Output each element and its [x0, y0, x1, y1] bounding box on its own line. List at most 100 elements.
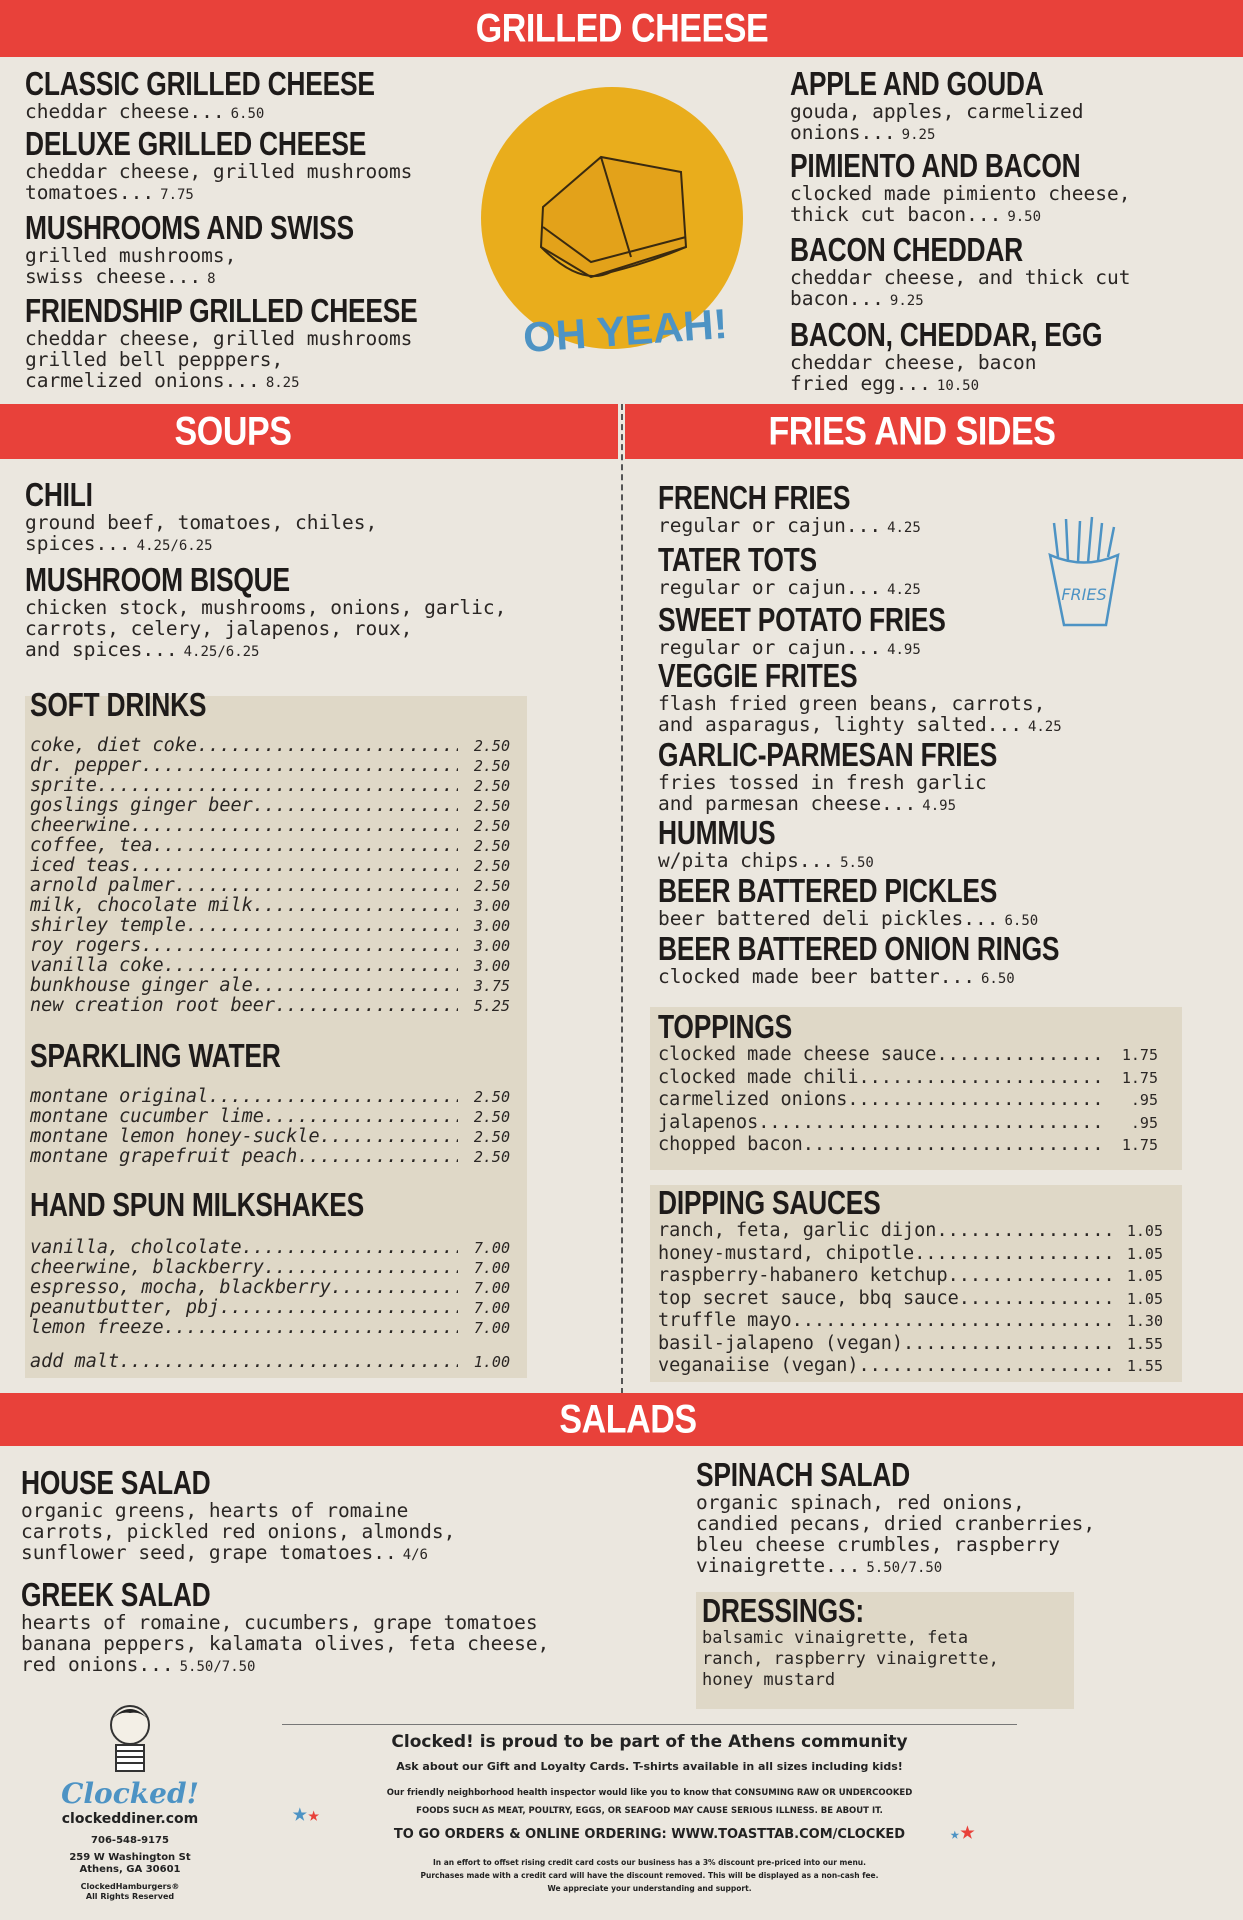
- dot-leader: [858, 1355, 1111, 1377]
- list-row: cheerwine 2.50: [30, 816, 510, 836]
- dot-leader: [331, 1278, 458, 1298]
- list-row: espresso, mocha, blackberry 7.00: [30, 1278, 510, 1298]
- menu-item: CHILI ground beef, tomatoes, chiles, spic…: [25, 478, 377, 557]
- footer-ordering[interactable]: TO GO ORDERS & ONLINE ORDERING: WWW.TOAS…: [393, 1827, 906, 1842]
- stars-left-icon: ★★: [292, 1798, 320, 1828]
- item-description: clocked made beer batter... 6.50: [658, 966, 1160, 990]
- row-price: 2.50: [473, 1088, 510, 1106]
- item-description: w/pita chips... 5.50: [658, 850, 874, 874]
- row-price: 2.50: [473, 737, 510, 755]
- row-name: milk, chocolate milk: [30, 895, 253, 916]
- list-row: goslings ginger beer 2.50: [30, 796, 510, 816]
- item-name: BACON, CHEDDAR, EGG: [790, 316, 1103, 353]
- item-price: 5.50: [840, 855, 874, 871]
- row-name: sprite: [30, 775, 97, 796]
- website[interactable]: clockeddiner.com: [61, 1811, 199, 1827]
- item-name: GREEK SALAD: [21, 1576, 211, 1613]
- salads-banner: SALADS: [0, 1393, 1243, 1446]
- menu-item: CLASSIC GRILLED CHEESE cheddar cheese... 6…: [25, 67, 462, 125]
- list-row: truffle mayo 1.30: [658, 1310, 1163, 1333]
- item-desc-text: clocked made pimiento cheese, thick cut …: [790, 182, 1131, 226]
- row-price: 1.05: [1126, 1267, 1163, 1285]
- column-divider: [621, 404, 623, 1394]
- item-description: grilled mushrooms, swiss cheese... 8: [25, 245, 436, 290]
- row-price: 1.55: [1126, 1334, 1163, 1353]
- row-name: arnold palmer: [30, 875, 175, 896]
- item-description: clocked made pimiento cheese, thick cut …: [790, 183, 1153, 228]
- row-name: honey-mustard, chipotle: [658, 1242, 915, 1264]
- list-title: HAND SPUN MILKSHAKES: [30, 1186, 365, 1223]
- row-price: 7.00: [473, 1239, 510, 1257]
- row-name: raspberry-habanero ketchup: [658, 1265, 948, 1286]
- item-name: DELUXE GRILLED CHEESE: [25, 125, 367, 162]
- row-price: 1.30: [1126, 1312, 1163, 1330]
- item-description: regular or cajun... 4.95: [658, 637, 1017, 661]
- item-price: 6.50: [1004, 913, 1039, 929]
- dot-leader: [141, 936, 458, 956]
- menu-item: BEER BATTERED PICKLES beer battered deli …: [658, 874, 1082, 932]
- row-name: roy rogers: [30, 935, 142, 956]
- row-price: 2.50: [473, 757, 510, 775]
- mascot-icon: [110, 1705, 150, 1772]
- item-desc-text: organic greens, hearts of romaine carrot…: [21, 1499, 456, 1564]
- item-desc-text: gouda, apples, carmelized onions...: [790, 100, 1084, 144]
- list-row: coffee, tea 2.50: [30, 836, 510, 856]
- item-price: 4.25: [887, 520, 921, 536]
- dot-leader: [936, 1220, 1111, 1242]
- item-desc-text: beer battered deli pickles...: [658, 907, 999, 930]
- list-row: jalapenos .95: [658, 1112, 1158, 1135]
- item-name: CHILI: [25, 476, 93, 513]
- dot-leader: [758, 1112, 1106, 1134]
- item-description: regular or cajun... 4.25: [658, 577, 921, 601]
- footer-health: Our friendly neighborhood health inspect…: [386, 1788, 913, 1816]
- row-price: 2.50: [473, 857, 510, 875]
- section-title: GRILLED CHEESE: [475, 6, 769, 50]
- item-description: organic spinach, red onions, candied pec…: [696, 1492, 1095, 1579]
- list-row: cheerwine, blackberry 7.00: [30, 1258, 510, 1278]
- list-row: carmelized onions .95: [658, 1089, 1158, 1112]
- dot-leader: [903, 1333, 1111, 1355]
- stars-right-icon: ★★: [950, 1816, 976, 1846]
- row-price: 7.00: [473, 1319, 510, 1337]
- item-price: 7.75: [160, 187, 194, 203]
- row-price: 2.50: [473, 817, 510, 835]
- row-name: vanilla, cholcolate: [30, 1237, 242, 1258]
- row-name: truffle mayo: [658, 1310, 792, 1331]
- grilled-cheese-sandwich-icon: [481, 87, 743, 349]
- item-name: PIMIENTO AND BACON: [790, 147, 1081, 184]
- list-row: dr. pepper 2.50: [30, 756, 510, 776]
- item-name: TATER TOTS: [658, 541, 817, 578]
- menu-item: VEGGIE FRITES flash fried green beans, ca…: [658, 659, 1062, 738]
- item-desc-text: cheddar cheese, grilled mushrooms tomato…: [25, 160, 413, 204]
- menu-item: GREEK SALAD hearts of romaine, cucumbers,…: [21, 1578, 549, 1678]
- list-items: ranch, feta, garlic dijon1.05honey-musta…: [658, 1220, 1163, 1378]
- row-name: clocked made cheese sauce: [658, 1044, 937, 1065]
- item-name: MUSHROOM BISQUE: [25, 561, 290, 598]
- list-row: honey-mustard, chipotle 1.05: [658, 1243, 1163, 1266]
- item-name: GARLIC-PARMESAN FRIES: [658, 736, 998, 773]
- list-row: coke, diet coke 2.50: [30, 736, 510, 756]
- row-name: basil-jalapeno (vegan): [658, 1332, 904, 1354]
- phone: 706-548-9175: [91, 1835, 169, 1846]
- menu-item: BEER BATTERED ONION RINGS clocked made be…: [658, 932, 1160, 990]
- list-row: basil-jalapeno (vegan) 1.55: [658, 1333, 1163, 1356]
- row-name: cheerwine: [30, 815, 131, 836]
- row-name: vanilla coke: [30, 955, 164, 976]
- grilled-badge: OH YEAH!: [481, 87, 743, 361]
- item-description: regular or cajun... 4.25: [658, 515, 921, 539]
- list-row: montane original 2.50: [30, 1087, 510, 1107]
- row-price: 1.05: [1126, 1289, 1163, 1308]
- row-name: add malt: [30, 1351, 120, 1372]
- rights: ClockedHamburgers® All Rights Reserved: [80, 1882, 180, 1901]
- row-price: .95: [1130, 1091, 1158, 1109]
- item-name: BACON CHEDDAR: [790, 231, 1024, 268]
- item-price: 4.25: [1027, 719, 1062, 735]
- item-desc-text: cheddar cheese, and thick cut bacon...: [790, 266, 1131, 310]
- address: 259 W Washington St Athens, GA 30601: [69, 1852, 191, 1875]
- item-name: MUSHROOMS AND SWISS: [25, 209, 354, 246]
- grilled-cheese-banner: GRILLED CHEESE: [0, 0, 1243, 57]
- item-description: gouda, apples, carmelized onions... 9.25: [790, 101, 1107, 146]
- section-title: FRIES AND SIDES: [768, 409, 1056, 453]
